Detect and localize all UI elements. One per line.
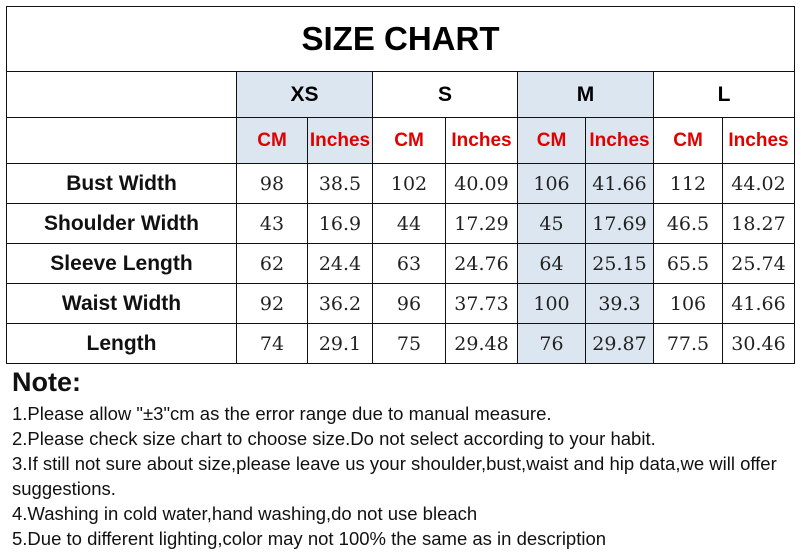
value-cell: 43	[236, 203, 308, 244]
row-label: Waist Width	[6, 283, 237, 324]
size-xs: XS	[236, 71, 373, 118]
value-cell: 18.27	[721, 203, 796, 244]
value-cell: 37.73	[445, 283, 518, 324]
value-cell: 62	[236, 243, 308, 284]
unit-inches: Inches	[307, 117, 373, 164]
value-cell: 29.48	[445, 323, 518, 364]
empty-cell	[6, 71, 237, 118]
row-label: Length	[6, 323, 237, 364]
value-cell: 17.69	[585, 203, 654, 244]
value-cell: 38.5	[307, 163, 373, 204]
table-row: Sleeve Length 62 24.4 63 24.76 64 25.15 65.5 25.…	[6, 243, 796, 284]
size-header-row: XS S M L	[6, 71, 796, 118]
value-cell: 36.2	[307, 283, 373, 324]
note-item: 1.Please allow "±3"cm as the error range…	[12, 403, 552, 424]
unit-header-row: CM Inches CM Inches CM Inches CM Inches	[6, 117, 796, 164]
note-item: 5.Due to different lighting,color may no…	[12, 528, 607, 549]
value-cell: 25.74	[721, 243, 796, 284]
unit-inches: Inches	[721, 117, 796, 164]
unit-cm: CM	[517, 117, 586, 164]
value-cell: 100	[517, 283, 586, 324]
row-label: Bust Width	[6, 163, 237, 204]
chart-title: SIZE CHART	[5, 6, 796, 72]
value-cell: 25.15	[585, 243, 654, 284]
table-row: Bust Width 98 38.5 102 40.09 106 41.66 112 44.02	[6, 163, 796, 204]
value-cell: 102	[372, 163, 446, 204]
size-m: M	[517, 71, 654, 118]
unit-cm: CM	[653, 117, 723, 164]
notes-heading: Note:	[12, 367, 81, 397]
value-cell: 44.02	[721, 163, 796, 204]
note-item: 4.Washing in cold water,hand washing,do …	[12, 503, 478, 524]
size-chart-table: SIZE CHART XS S M L CM Inches CM Inches …	[5, 6, 796, 364]
value-cell: 29.1	[307, 323, 373, 364]
row-label: Sleeve Length	[6, 243, 237, 284]
value-cell: 17.29	[445, 203, 518, 244]
unit-cm: CM	[372, 117, 446, 164]
size-s: S	[372, 71, 518, 118]
value-cell: 106	[517, 163, 586, 204]
value-cell: 24.4	[307, 243, 373, 284]
value-cell: 76	[517, 323, 586, 364]
value-cell: 24.76	[445, 243, 518, 284]
row-label: Shoulder Width	[6, 203, 237, 244]
value-cell: 64	[517, 243, 586, 284]
value-cell: 106	[653, 283, 723, 324]
size-l: L	[652, 71, 796, 118]
table-row: Length 74 29.1 75 29.48 76 29.87 77.5 30.46	[6, 323, 796, 364]
table-row: Waist Width 92 36.2 96 37.73 100 39.3 106 41.66	[6, 283, 796, 324]
value-cell: 16.9	[307, 203, 373, 244]
value-cell: 46.5	[653, 203, 723, 244]
value-cell: 44	[372, 203, 446, 244]
value-cell: 39.3	[585, 283, 654, 324]
value-cell: 41.66	[585, 163, 654, 204]
unit-cm: CM	[236, 117, 308, 164]
value-cell: 92	[236, 283, 308, 324]
table-row: Shoulder Width 43 16.9 44 17.29 45 17.69 46.5 18…	[6, 203, 796, 244]
value-cell: 77.5	[653, 323, 723, 364]
value-cell: 96	[372, 283, 446, 324]
empty-cell	[6, 117, 237, 164]
value-cell: 112	[653, 163, 723, 204]
value-cell: 75	[372, 323, 446, 364]
value-cell: 40.09	[445, 163, 518, 204]
value-cell: 65.5	[653, 243, 723, 284]
notes-section: Note: 1.Please allow "±3"cm as the error…	[12, 366, 797, 551]
value-cell: 98	[236, 163, 308, 204]
value-cell: 41.66	[721, 283, 796, 324]
note-item: 2.Please check size chart to choose size…	[12, 428, 656, 449]
unit-inches: Inches	[445, 117, 518, 164]
unit-inches: Inches	[585, 117, 654, 164]
value-cell: 30.46	[721, 323, 796, 364]
value-cell: 63	[372, 243, 446, 284]
value-cell: 29.87	[585, 323, 654, 364]
value-cell: 74	[236, 323, 308, 364]
note-item: 3.If still not sure about size,please le…	[12, 453, 777, 499]
value-cell: 45	[517, 203, 586, 244]
